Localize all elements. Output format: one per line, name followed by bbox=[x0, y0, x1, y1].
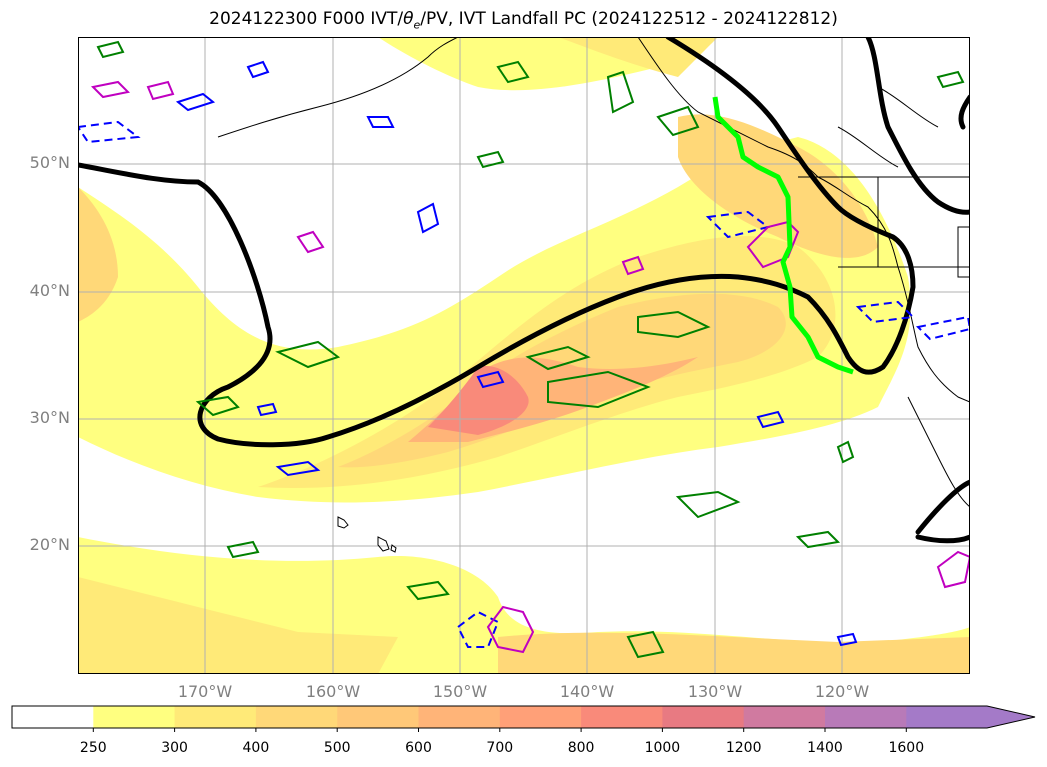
colorbar-tick-label: 1200 bbox=[725, 740, 762, 756]
pv-magenta-contours bbox=[90, 80, 970, 654]
colorbar-segment bbox=[906, 706, 1035, 728]
colorbar-segment bbox=[418, 706, 501, 728]
ivt-shading bbox=[78, 37, 970, 674]
theta-e-contours bbox=[78, 37, 970, 544]
colorbar-segment bbox=[337, 706, 419, 728]
lat-label-50n: 50°N bbox=[29, 153, 70, 172]
lon-label-130w: 130°W bbox=[687, 682, 743, 701]
colorbar-ticks bbox=[92, 728, 907, 732]
colorbar-tick-label: 400 bbox=[242, 740, 270, 756]
title-main: 2024122300 F000 IVT/ bbox=[209, 9, 404, 29]
colorbar-segment bbox=[581, 706, 663, 728]
colorbar-tick-label: 250 bbox=[79, 740, 107, 756]
colorbar-segment bbox=[12, 706, 94, 728]
colorbar-tick-label: 1600 bbox=[888, 740, 925, 756]
lon-label-140w: 140°W bbox=[559, 682, 615, 701]
title-theta: θ bbox=[403, 9, 414, 29]
map-panel bbox=[78, 37, 970, 674]
colorbar-outline bbox=[11, 705, 1036, 729]
colorbar-segment bbox=[743, 706, 826, 728]
landfall-line bbox=[712, 96, 854, 375]
colorbar bbox=[11, 705, 1036, 732]
colorbar-segment bbox=[174, 706, 257, 728]
colorbar-tick-label: 300 bbox=[161, 740, 188, 756]
colorbar-tick-label: 1000 bbox=[644, 740, 681, 756]
title-rest: /PV, IVT Landfall PC (2024122512 - 20241… bbox=[420, 9, 838, 29]
colorbar-segments bbox=[12, 706, 1035, 728]
colorbar-segment bbox=[255, 706, 338, 728]
lon-label-160w: 160°W bbox=[305, 682, 361, 701]
lat-label-20n: 20°N bbox=[29, 535, 70, 554]
coastlines bbox=[217, 37, 970, 553]
colorbar-tick-label: 500 bbox=[323, 740, 351, 756]
colorbar-tick-label: 800 bbox=[567, 740, 595, 756]
colorbar-segment bbox=[93, 706, 176, 728]
colorbar-segment bbox=[499, 706, 582, 728]
lat-label-30n: 30°N bbox=[29, 408, 70, 427]
pv-blue-contours bbox=[78, 60, 970, 648]
title-theta-subscript: e bbox=[413, 18, 421, 32]
map-title: 2024122300 F000 IVT/θe/PV, IVT Landfall … bbox=[0, 9, 1047, 31]
colorbar-tick-label: 700 bbox=[486, 740, 514, 756]
lon-label-120w: 120°W bbox=[814, 682, 870, 701]
colorbar-tick-label: 600 bbox=[405, 740, 432, 756]
pv-green-contours bbox=[96, 40, 965, 659]
colorbar-segment bbox=[825, 706, 907, 728]
lon-label-170w: 170°W bbox=[177, 682, 233, 701]
lat-label-40n: 40°N bbox=[29, 281, 70, 300]
colorbar-segment bbox=[662, 706, 745, 728]
colorbar-tick-label: 1400 bbox=[807, 740, 843, 756]
map-frame bbox=[78, 37, 970, 674]
lon-label-150w: 150°W bbox=[432, 682, 488, 701]
